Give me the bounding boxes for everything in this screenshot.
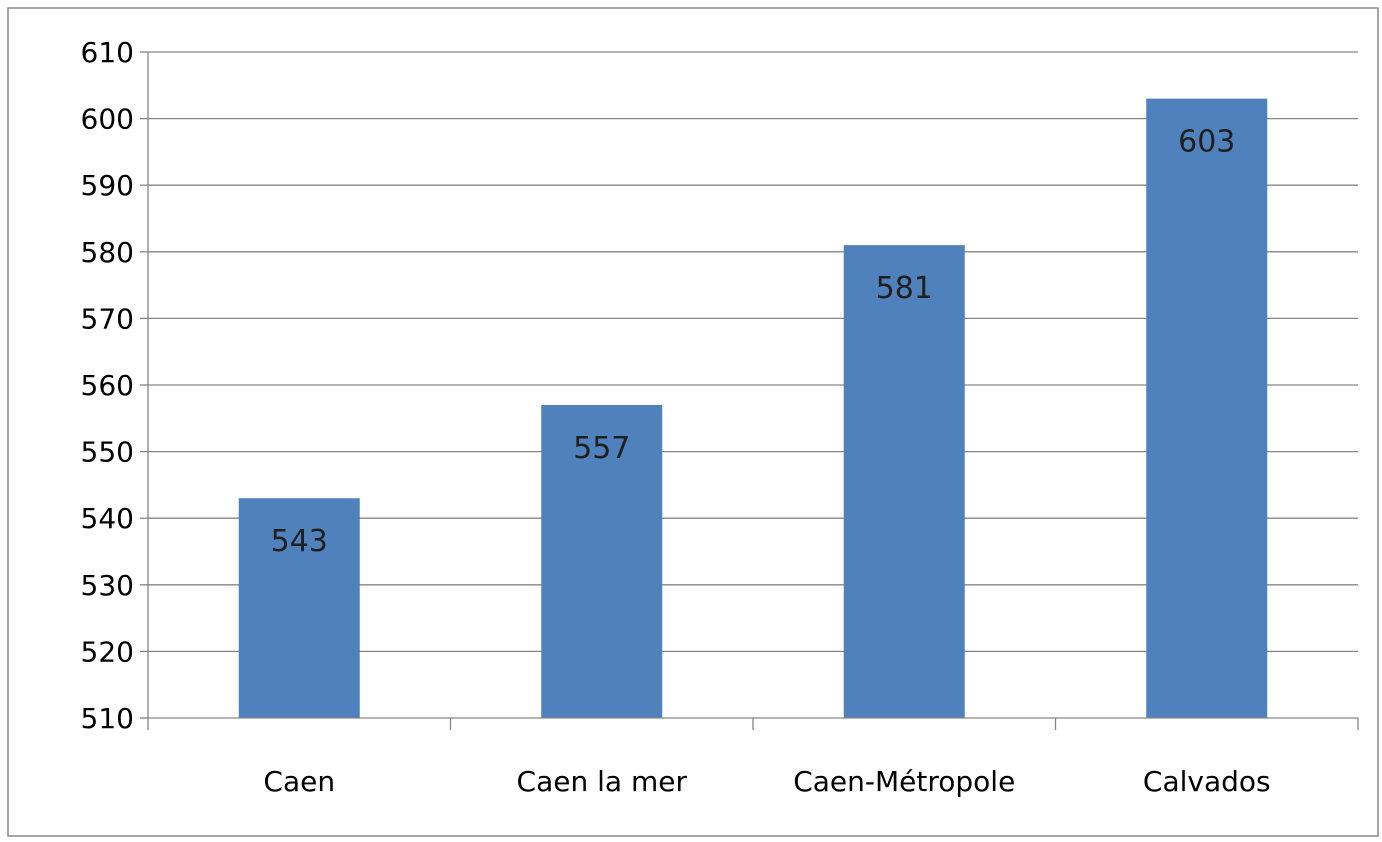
y-tick-label-550: 550 bbox=[81, 436, 134, 469]
data-label-3: 603 bbox=[1178, 125, 1235, 160]
y-tick-label-570: 570 bbox=[81, 302, 134, 335]
data-label-1: 557 bbox=[573, 431, 630, 466]
y-tick-label-510: 510 bbox=[81, 702, 134, 735]
bar-3 bbox=[1146, 98, 1268, 719]
y-tick-label-520: 520 bbox=[81, 635, 134, 668]
y-tick-label-580: 580 bbox=[81, 236, 134, 269]
bar-2 bbox=[843, 245, 965, 718]
y-tick-label-540: 540 bbox=[81, 502, 134, 535]
y-tick-label-590: 590 bbox=[81, 169, 134, 202]
y-tick-label-530: 530 bbox=[81, 569, 134, 602]
data-label-2: 581 bbox=[876, 271, 933, 306]
bar-1 bbox=[541, 404, 663, 718]
bar-0 bbox=[238, 498, 360, 718]
x-tick-label-3: Calvados bbox=[1143, 765, 1271, 798]
x-tick-label-2: Caen-Métropole bbox=[793, 765, 1015, 798]
y-tick-label-610: 610 bbox=[81, 36, 134, 69]
y-tick-label-560: 560 bbox=[81, 369, 134, 402]
data-label-0: 543 bbox=[271, 524, 328, 559]
y-tick-label-600: 600 bbox=[81, 103, 134, 136]
x-tick-label-0: Caen bbox=[263, 765, 335, 798]
x-tick-label-1: Caen la mer bbox=[517, 765, 688, 798]
axes bbox=[140, 51, 1359, 730]
labels: 510 520 530 540 550 560 570 580 590 600 610 543 Caen… bbox=[81, 36, 1271, 798]
bars bbox=[238, 98, 1268, 719]
